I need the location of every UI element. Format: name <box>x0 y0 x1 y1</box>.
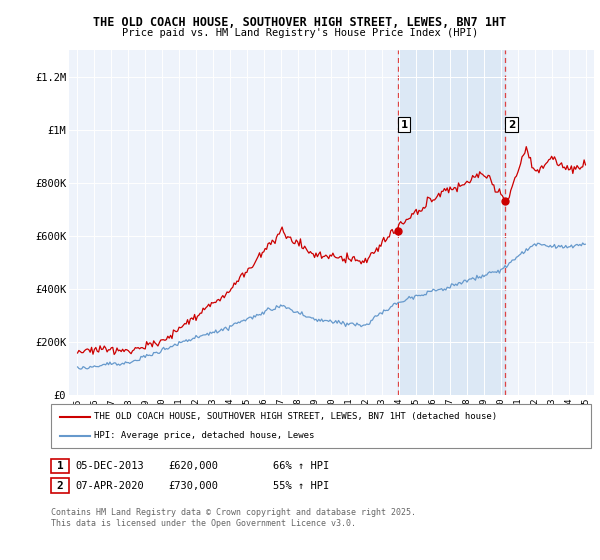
Bar <box>398 50 505 395</box>
Text: 55% ↑ HPI: 55% ↑ HPI <box>273 480 329 491</box>
Text: 2: 2 <box>56 480 64 491</box>
Text: 1: 1 <box>56 461 64 471</box>
Text: Price paid vs. HM Land Registry's House Price Index (HPI): Price paid vs. HM Land Registry's House … <box>122 28 478 38</box>
Text: THE OLD COACH HOUSE, SOUTHOVER HIGH STREET, LEWES, BN7 1HT (detached house): THE OLD COACH HOUSE, SOUTHOVER HIGH STRE… <box>94 412 497 421</box>
Text: £730,000: £730,000 <box>168 480 218 491</box>
Text: 07-APR-2020: 07-APR-2020 <box>75 480 144 491</box>
Text: 66% ↑ HPI: 66% ↑ HPI <box>273 461 329 471</box>
Text: 05-DEC-2013: 05-DEC-2013 <box>75 461 144 471</box>
Text: THE OLD COACH HOUSE, SOUTHOVER HIGH STREET, LEWES, BN7 1HT: THE OLD COACH HOUSE, SOUTHOVER HIGH STRE… <box>94 16 506 29</box>
Text: 1: 1 <box>400 120 407 129</box>
Text: 2: 2 <box>508 120 515 129</box>
Text: Contains HM Land Registry data © Crown copyright and database right 2025.
This d: Contains HM Land Registry data © Crown c… <box>51 508 416 528</box>
Text: HPI: Average price, detached house, Lewes: HPI: Average price, detached house, Lewe… <box>94 431 314 440</box>
Text: £620,000: £620,000 <box>168 461 218 471</box>
